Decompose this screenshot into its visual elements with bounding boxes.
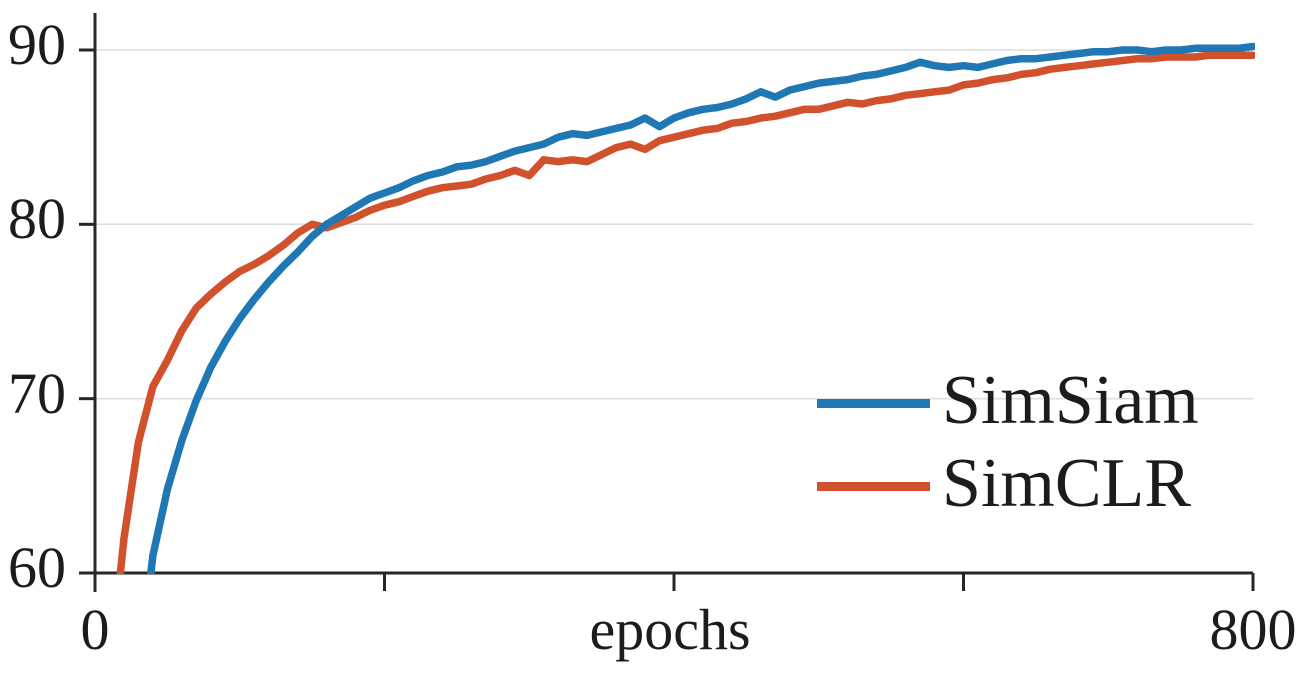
y-tick-label-70: 70 <box>8 361 66 426</box>
x-tick-label-800: 800 <box>1209 597 1297 662</box>
x-axis-title: epochs <box>589 597 751 662</box>
legend-line-simsiam <box>817 398 930 408</box>
y-tick-label-90: 90 <box>8 12 66 77</box>
legend-label-simsiam: SimSiam <box>942 362 1199 439</box>
y-tick-label-60: 60 <box>8 535 66 600</box>
x-tick-label-0: 0 <box>80 597 110 662</box>
legend-item-simclr: SimCLR <box>817 449 1191 519</box>
legend-item-simsiam: SimSiam <box>817 366 1199 436</box>
gridlines <box>95 49 1253 400</box>
y-tick-label-80: 80 <box>8 186 66 251</box>
legend-line-simclr <box>817 481 930 491</box>
legend-label-simclr: SimCLR <box>942 445 1191 522</box>
series-lines <box>116 42 1255 574</box>
axes <box>79 13 1255 592</box>
